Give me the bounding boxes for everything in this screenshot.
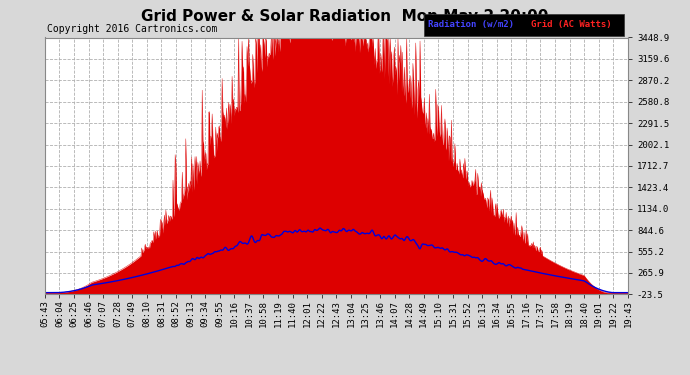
Text: Grid Power & Solar Radiation  Mon May 2 20:00: Grid Power & Solar Radiation Mon May 2 2… <box>141 9 549 24</box>
Text: Copyright 2016 Cartronics.com: Copyright 2016 Cartronics.com <box>47 24 217 34</box>
Text: Radiation (w/m2): Radiation (w/m2) <box>428 20 514 29</box>
Text: Grid (AC Watts): Grid (AC Watts) <box>531 20 612 29</box>
